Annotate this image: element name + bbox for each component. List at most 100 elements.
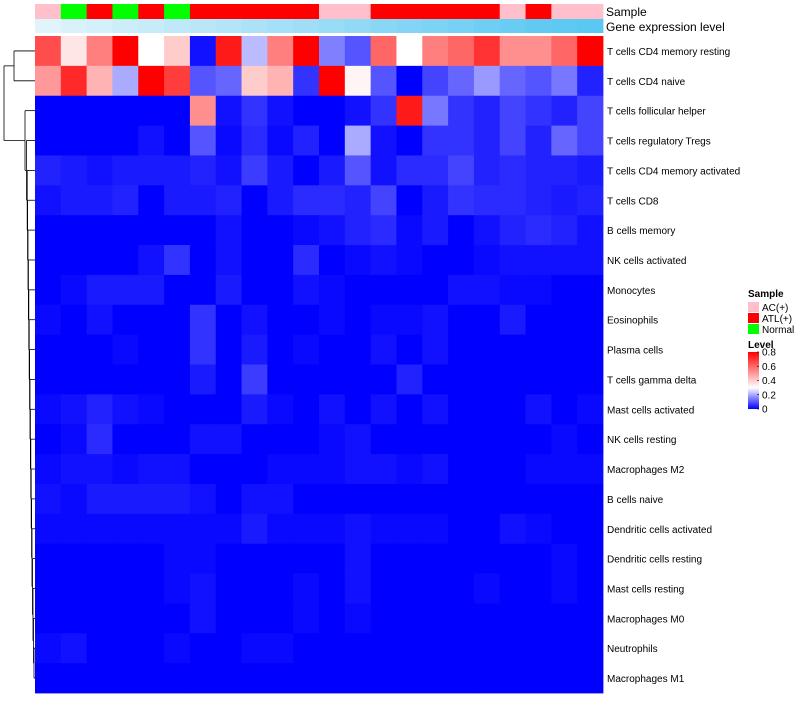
heatmap-cell — [86, 95, 113, 126]
sample-track-cell — [60, 4, 88, 19]
sample-track-cell — [241, 4, 268, 19]
row-label: Dendritic cells activated — [607, 525, 712, 536]
row-label: Eosinophils — [607, 316, 658, 327]
heatmap-cell — [319, 513, 346, 545]
heatmap-cell — [525, 364, 552, 395]
heatmap-cell — [215, 65, 242, 97]
legend: Sample AC(+)ATL(+)Normal Level 0.8 0.6 0.4… — [748, 289, 794, 416]
heatmap-cell — [138, 483, 165, 515]
heatmap-cell — [448, 483, 475, 515]
heatmap-cell — [319, 215, 346, 246]
heatmap-cell — [473, 36, 501, 67]
heatmap-cell — [499, 483, 526, 515]
heatmap-cell — [344, 573, 372, 604]
heatmap-cell — [577, 513, 604, 545]
heatmap-cell — [344, 454, 372, 485]
heatmap-cell — [86, 215, 113, 246]
heatmap-cell — [448, 573, 475, 604]
sample-track-cell — [293, 4, 320, 19]
heatmap-cell — [577, 573, 604, 604]
heatmap-cell — [396, 513, 423, 545]
heatmap-cell — [344, 65, 372, 97]
heatmap-cell — [267, 245, 294, 276]
heatmap-cell — [112, 603, 139, 634]
expression-track-cell — [138, 19, 165, 33]
heatmap-cell — [319, 633, 346, 664]
heatmap-cell — [499, 95, 526, 126]
heatmap-cell — [319, 245, 346, 276]
heatmap-cell — [344, 663, 372, 694]
heatmap-cell — [293, 125, 320, 156]
sample-track-cell — [525, 4, 552, 19]
heatmap-cell — [267, 334, 294, 365]
heatmap-cell — [525, 65, 552, 97]
heatmap-cell — [525, 36, 552, 67]
heatmap-cell — [86, 274, 113, 306]
heatmap-cell — [35, 185, 62, 216]
heatmap-cell — [499, 454, 526, 485]
heatmap-cell — [35, 155, 62, 186]
heatmap-cell — [396, 65, 423, 97]
heatmap-cell — [138, 424, 165, 455]
row-label: Dendritic cells resting — [607, 555, 702, 566]
heatmap-cell — [189, 215, 217, 246]
expression-track-cell — [525, 19, 552, 33]
heatmap-cell — [112, 334, 139, 365]
heatmap-cell — [370, 155, 397, 186]
heatmap-cell — [241, 543, 268, 574]
heatmap-cell — [293, 454, 320, 485]
heatmap-cell — [473, 334, 501, 365]
heatmap-cell — [60, 36, 88, 67]
heatmap-cell — [267, 125, 294, 156]
heatmap-cell — [35, 274, 62, 306]
row-label: B cells memory — [607, 226, 675, 237]
row-label: T cells CD4 naive — [607, 77, 686, 88]
heatmap-cell — [448, 394, 475, 425]
heatmap-cell — [86, 245, 113, 276]
heatmap-cell — [241, 36, 268, 67]
expression-track-label: Gene expression level — [606, 20, 725, 34]
heatmap-cell — [241, 633, 268, 664]
heatmap-cell — [293, 513, 320, 545]
heatmap-cell — [319, 155, 346, 186]
heatmap-cell — [448, 334, 475, 365]
heatmap-cell — [473, 185, 501, 216]
heatmap-cell — [448, 95, 475, 126]
heatmap-cell — [112, 304, 139, 336]
heatmap-cell — [370, 633, 397, 664]
heatmap-cell — [60, 454, 88, 485]
heatmap-cell — [241, 304, 268, 336]
heatmap-cell — [370, 424, 397, 455]
heatmap-cell — [370, 304, 397, 336]
heatmap-cell — [499, 543, 526, 574]
heatmap-cell — [215, 603, 242, 634]
heatmap-cell — [396, 245, 423, 276]
heatmap-cell — [138, 185, 165, 216]
heatmap-cell — [370, 65, 397, 97]
heatmap-cell — [293, 663, 320, 694]
expression-track-cell — [577, 19, 604, 33]
heatmap-cell — [551, 125, 578, 156]
heatmap-cell — [189, 394, 217, 425]
heatmap-cell — [267, 513, 294, 545]
heatmap-cell — [499, 603, 526, 634]
heatmap-cell — [551, 663, 578, 694]
heatmap-cell — [35, 65, 62, 97]
row-label: Macrophages M0 — [607, 614, 685, 625]
row-label: Macrophages M1 — [607, 674, 685, 685]
heatmap-cell — [138, 215, 165, 246]
heatmap-cell — [525, 185, 552, 216]
heatmap-cell — [60, 125, 88, 156]
heatmap-cell — [164, 125, 191, 156]
legend-sample-title: Sample — [748, 289, 784, 300]
heatmap-cell — [551, 245, 578, 276]
heatmap-cell — [499, 65, 526, 97]
heatmap-cell — [577, 155, 604, 186]
heatmap-cell — [293, 334, 320, 365]
heatmap-cell — [86, 304, 113, 336]
heatmap-cell — [60, 424, 88, 455]
heatmap-cell — [267, 663, 294, 694]
heatmap-cell — [164, 364, 191, 395]
heatmap-cell — [396, 543, 423, 574]
heatmap-cell — [370, 274, 397, 306]
